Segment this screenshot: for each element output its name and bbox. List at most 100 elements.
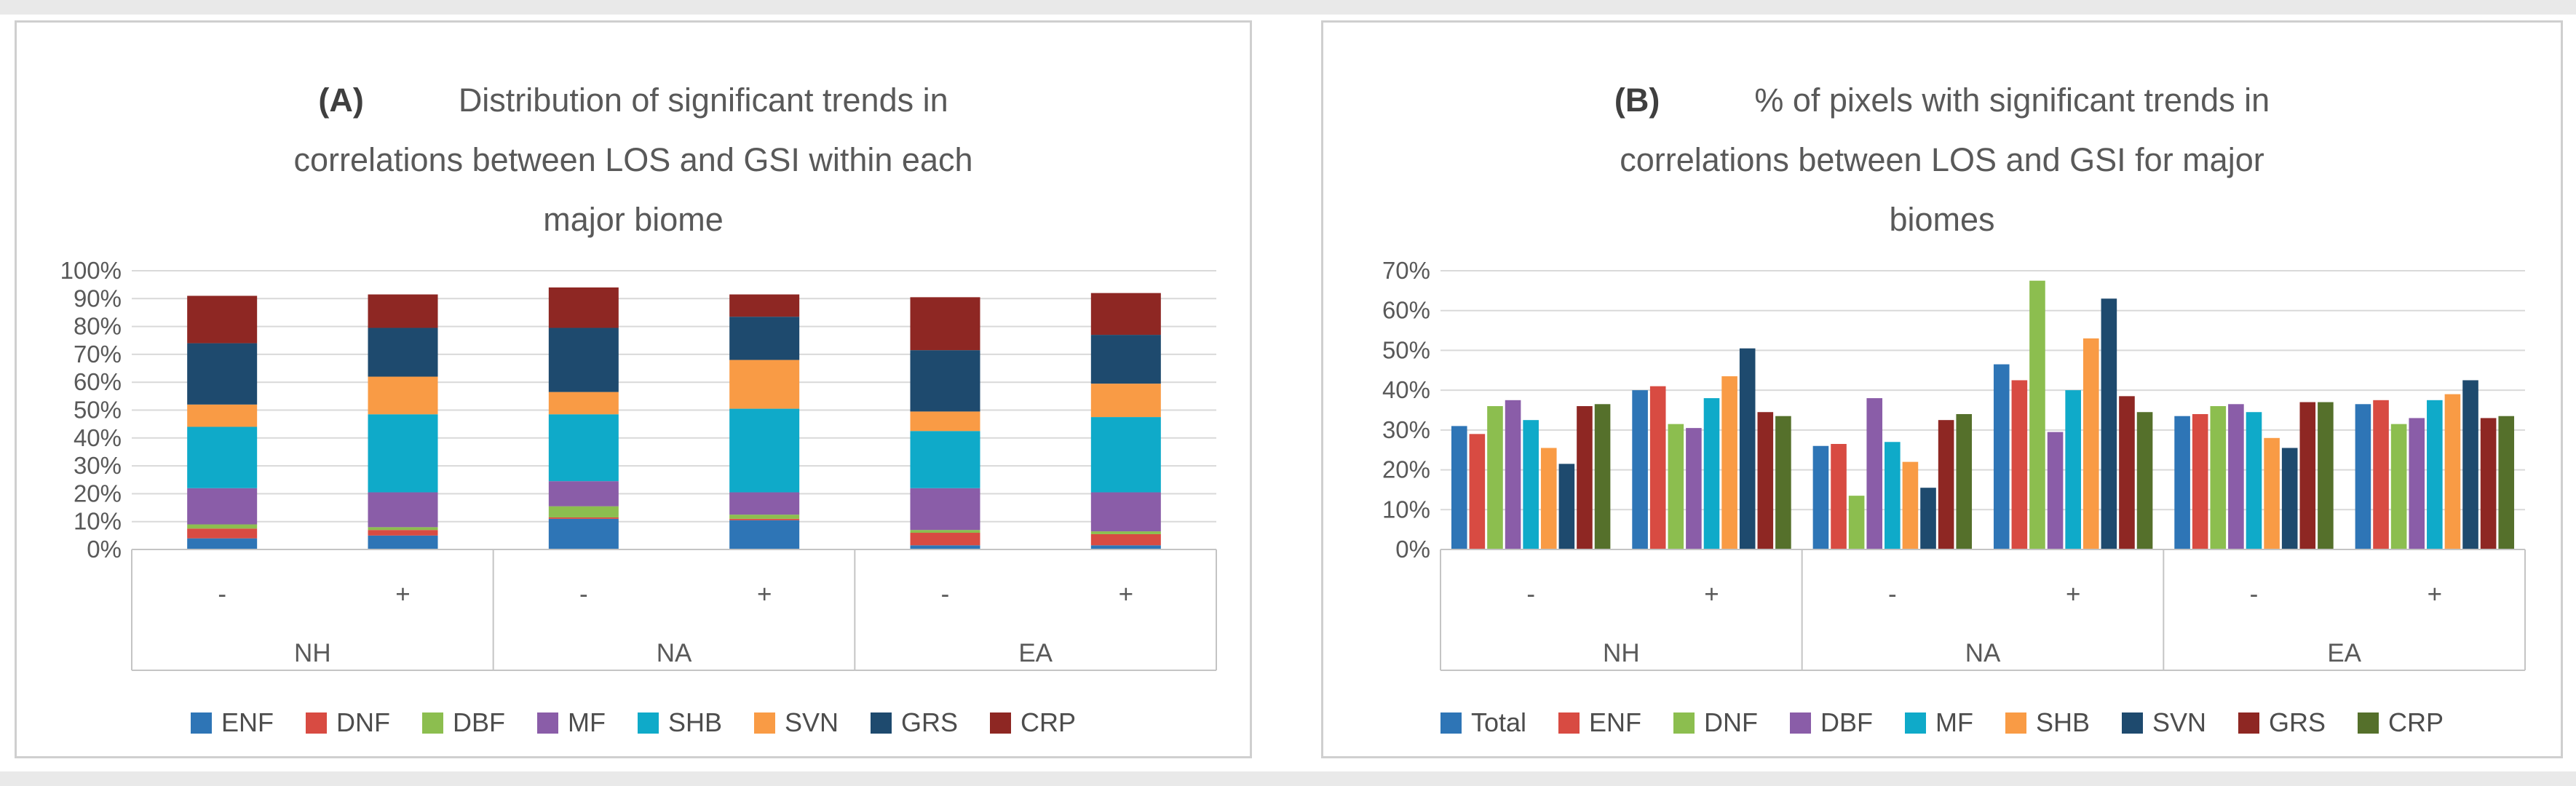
legend-swatch-dnf <box>305 712 327 734</box>
bar-svn-NA+ <box>2101 298 2117 549</box>
subcategory-label: - <box>1526 580 1535 608</box>
bar-dbf-EA- <box>2228 404 2244 549</box>
group-label: NH <box>1603 639 1640 667</box>
bar-enf-NA- <box>1831 444 1847 549</box>
bar-segment-shb-NH+ <box>368 414 438 493</box>
legend-label: SVN <box>784 707 839 737</box>
bar-segment-enf-NH- <box>187 538 258 549</box>
bar-segment-dbf-EA+ <box>1090 531 1161 534</box>
bar-segment-shb-NH- <box>187 426 258 488</box>
bar-mf-NH- <box>1523 420 1539 549</box>
bar-grs-NA- <box>1938 420 1954 549</box>
y-tick-label: 60% <box>74 368 122 395</box>
chart-b-title-text: % of pixels with significant trends in <box>1754 82 2270 119</box>
bar-dnf-NH- <box>1487 406 1503 549</box>
legend-label: ENF <box>221 707 274 737</box>
bar-dbf-NA+ <box>2047 432 2064 549</box>
y-tick-label: 80% <box>74 313 122 340</box>
bar-segment-enf-NA- <box>548 518 619 549</box>
bar-segment-crp-NH+ <box>368 294 438 328</box>
group-label: NA <box>657 639 692 667</box>
bar-dbf-EA+ <box>2409 418 2425 549</box>
bar-segment-svn-EA- <box>910 411 980 432</box>
subcategory-label: + <box>2428 580 2442 608</box>
bar-shb-EA+ <box>2444 394 2461 549</box>
bar-segment-dbf-EA- <box>910 530 980 533</box>
bar-svn-NA- <box>1920 488 1936 549</box>
bar-segment-dnf-NH+ <box>368 530 438 536</box>
y-tick-label: 0% <box>87 536 122 563</box>
group-label: EA <box>2327 639 2361 667</box>
bar-dnf-NH+ <box>1668 424 1684 549</box>
bar-segment-mf-EA+ <box>1090 492 1161 532</box>
bar-dbf-NH- <box>1505 400 1521 549</box>
bar-segment-crp-NA- <box>548 287 619 328</box>
subcategory-label: - <box>218 580 226 608</box>
bar-segment-grs-NH- <box>187 343 258 405</box>
bar-segment-crp-EA- <box>910 297 980 351</box>
chart-b-panel-label: (B) <box>1614 82 1660 119</box>
bar-segment-mf-NA- <box>548 481 619 507</box>
bar-enf-EA+ <box>2373 400 2389 549</box>
legend-swatch-mf <box>1904 712 1926 734</box>
legend-label: MF <box>1935 707 1973 737</box>
y-tick-label: 70% <box>1382 257 1430 284</box>
bar-segment-crp-NA+ <box>729 294 800 317</box>
y-tick-label: 90% <box>74 285 122 311</box>
bar-segment-dbf-NH+ <box>368 527 438 531</box>
bar-segment-crp-EA+ <box>1090 293 1161 336</box>
bar-grs-NH+ <box>1757 412 1774 549</box>
legend-label: DNF <box>336 707 390 737</box>
subcategory-label: + <box>757 580 772 608</box>
bar-segment-dnf-EA+ <box>1090 533 1161 546</box>
bar-mf-EA- <box>2246 412 2262 549</box>
bar-segment-svn-NA- <box>548 392 619 415</box>
y-tick-label: 60% <box>1382 297 1430 324</box>
y-tick-label: 100% <box>60 257 122 284</box>
legend-item-grs: GRS <box>871 707 958 738</box>
legend-item-enf: ENF <box>1558 707 1641 738</box>
bar-segment-mf-NH- <box>187 488 258 525</box>
bar-total-EA- <box>2174 416 2190 549</box>
bar-mf-NA+ <box>2065 390 2081 549</box>
legend-item-dbf: DBF <box>1789 707 1873 738</box>
bar-segment-grs-EA- <box>910 350 980 412</box>
legend-label: GRS <box>2269 707 2326 737</box>
chart-a-title-text: Distribution of significant trends in <box>458 82 948 119</box>
bar-segment-svn-NH+ <box>368 376 438 415</box>
subcategory-label: - <box>2250 580 2259 608</box>
legend-item-mf: MF <box>536 707 606 738</box>
bar-segment-dbf-NA+ <box>729 515 800 519</box>
bar-total-NH+ <box>1632 390 1648 549</box>
bar-segment-dnf-NA+ <box>729 518 800 520</box>
legend-label: DBF <box>452 707 505 737</box>
bar-grs-EA- <box>2299 402 2316 549</box>
chart-b-title-line-2: correlations between LOS and GSI for maj… <box>1620 141 2264 178</box>
chart-a-title: (A) Distribution of significant trends in… <box>17 71 1250 250</box>
bar-segment-dbf-NA- <box>548 506 619 517</box>
chart-a-panel-label: (A) <box>318 82 364 119</box>
bar-svn-EA- <box>2281 448 2298 549</box>
bar-crp-EA+ <box>2498 416 2515 549</box>
legend-swatch-dnf <box>1673 712 1695 734</box>
legend-item-dnf: DNF <box>305 707 390 738</box>
y-tick-label: 20% <box>1382 456 1430 483</box>
bar-crp-EA- <box>2318 402 2334 549</box>
y-tick-label: 40% <box>74 424 122 451</box>
bar-segment-enf-NA+ <box>729 520 800 549</box>
bar-total-NH- <box>1451 426 1467 549</box>
bar-crp-NH- <box>1594 404 1611 549</box>
y-tick-label: 40% <box>1382 376 1430 403</box>
bar-segment-dnf-EA- <box>910 533 980 546</box>
group-label: NA <box>1965 639 2001 667</box>
legend-label: SVN <box>2152 707 2207 737</box>
chart-b-title-line-3: biomes <box>1889 201 1995 238</box>
bar-segment-grs-EA+ <box>1090 335 1161 384</box>
legend-swatch-crp <box>990 712 1012 734</box>
subcategory-label: - <box>1888 580 1897 608</box>
legend-item-total: Total <box>1440 707 1526 738</box>
legend-item-shb: SHB <box>2005 707 2090 738</box>
bar-segment-svn-EA+ <box>1090 384 1161 418</box>
bar-segment-shb-NA+ <box>729 408 800 493</box>
chart-b-title-line-1: (B) % of pixels with significant trends i… <box>1323 71 2561 130</box>
